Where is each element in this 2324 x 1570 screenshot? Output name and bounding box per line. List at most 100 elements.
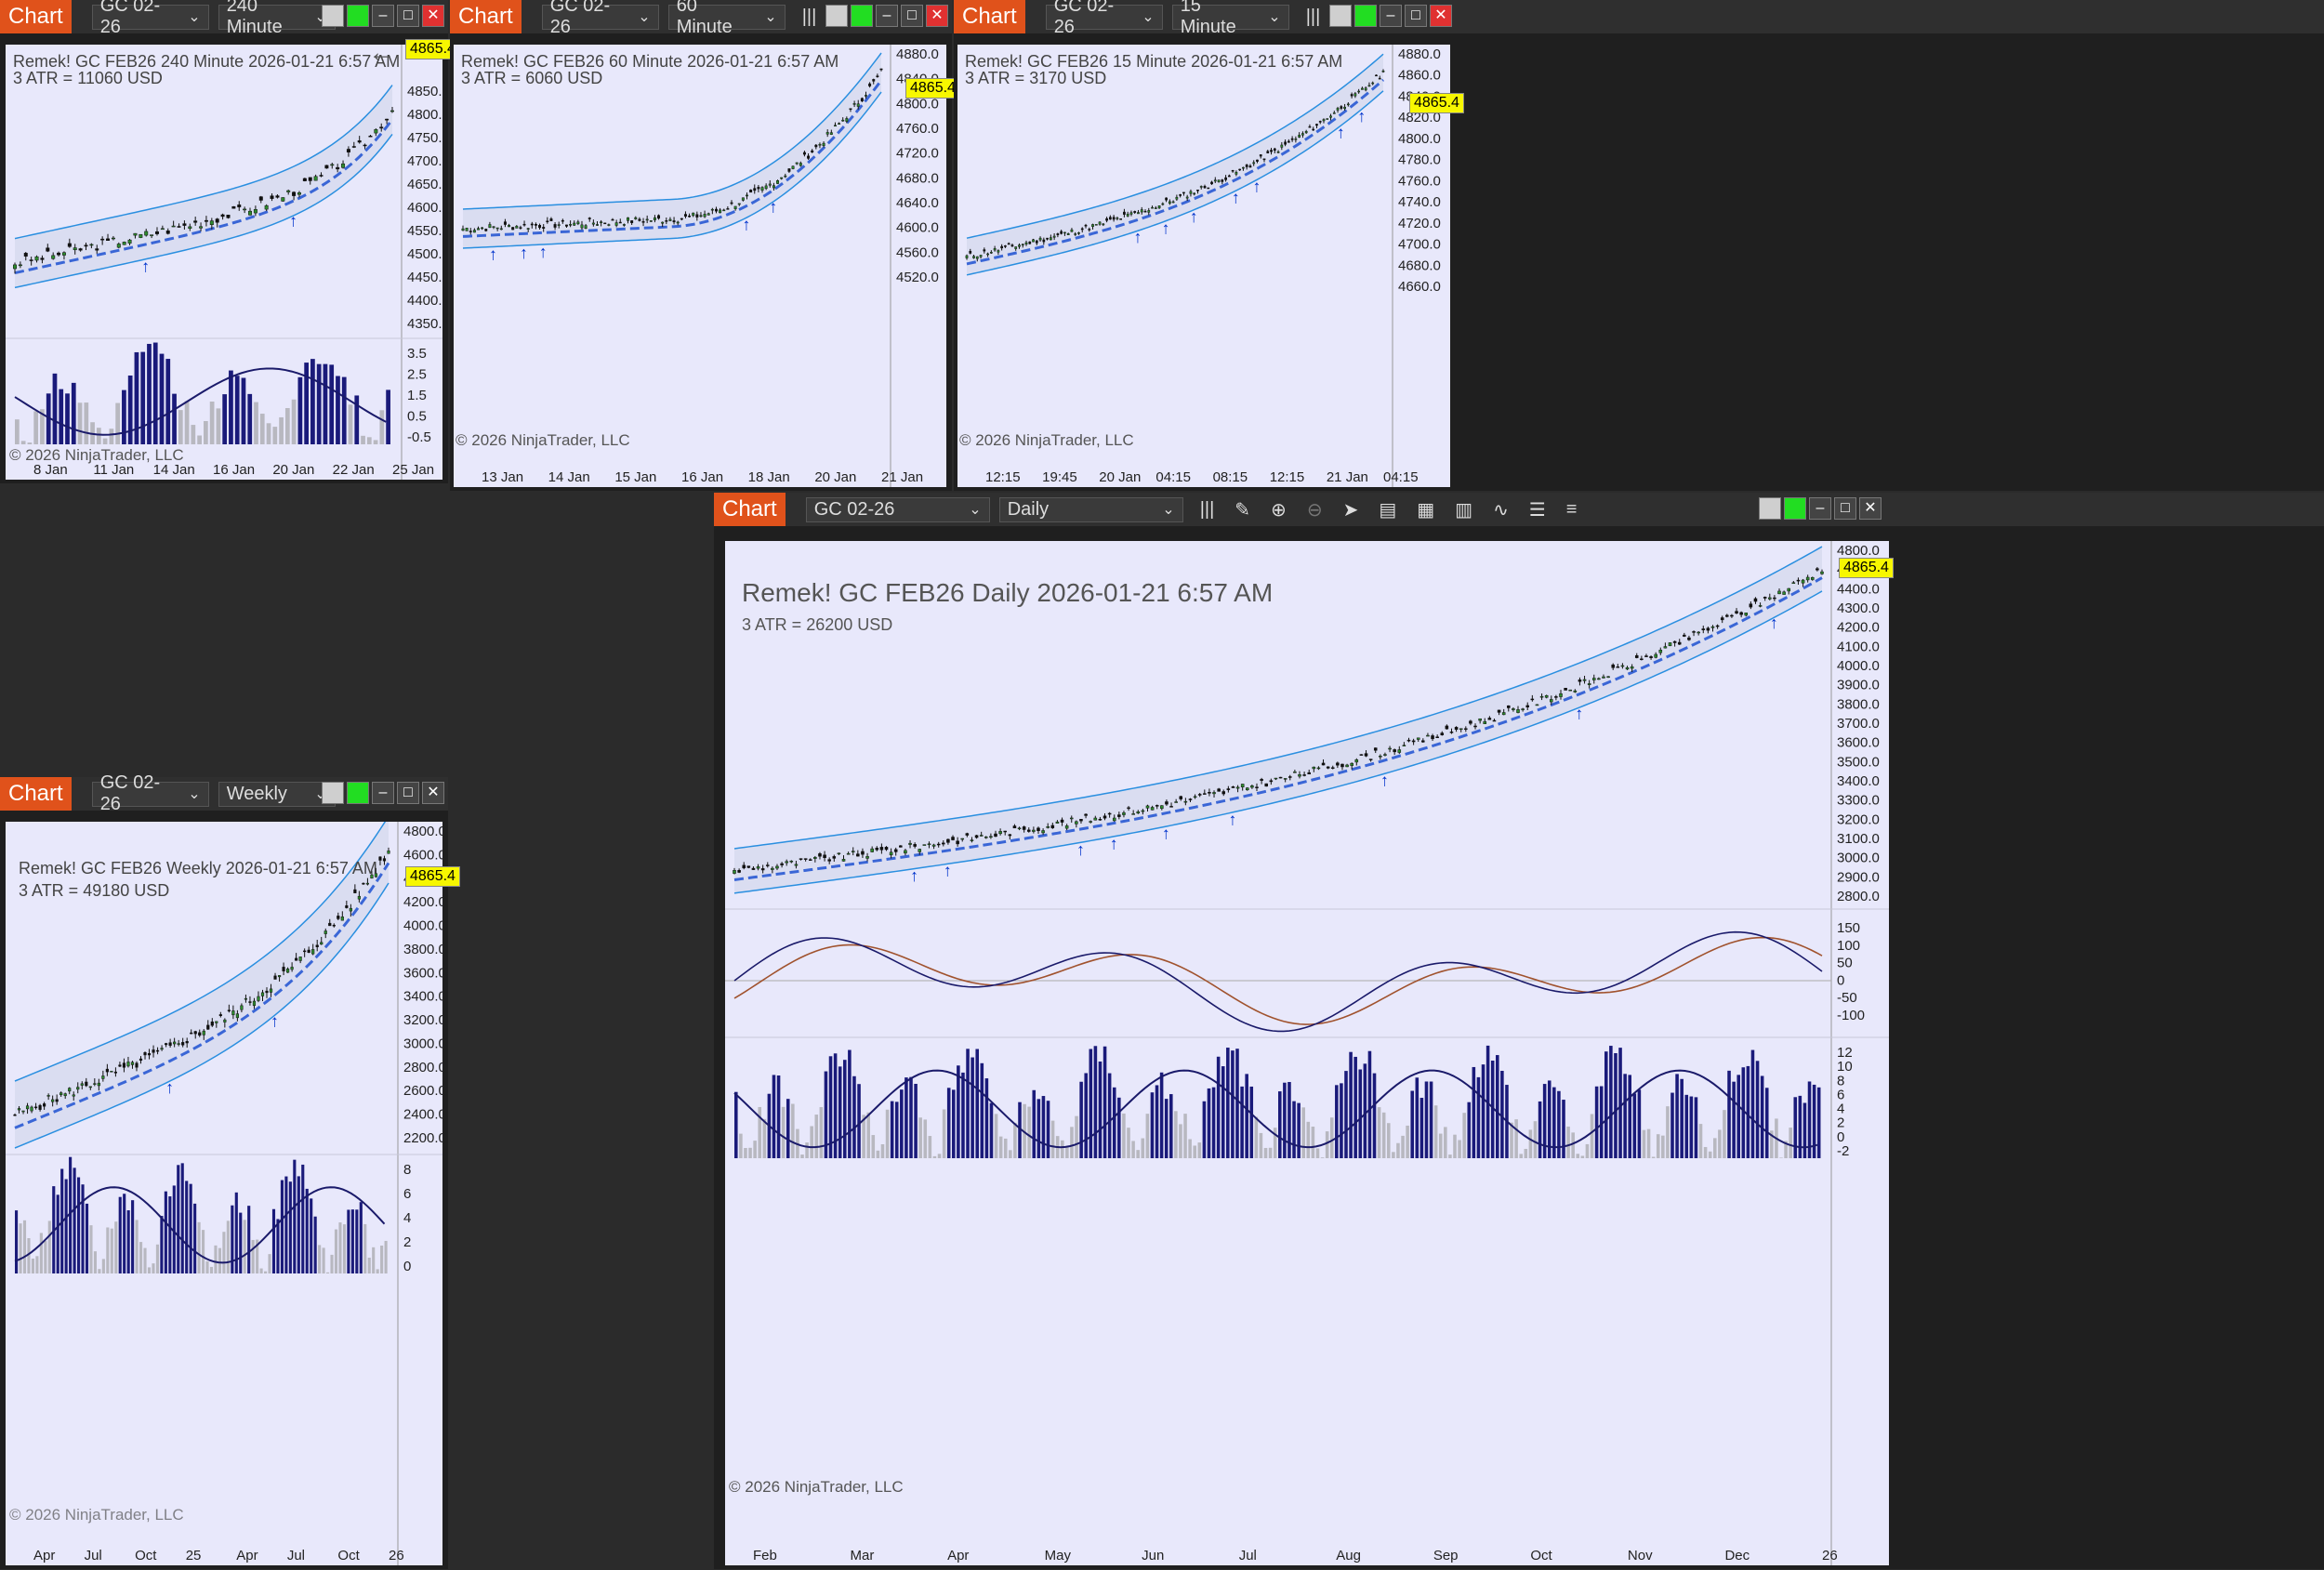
interval-selector[interactable]: 60 Minute ⌄ xyxy=(667,0,786,37)
buy-signal-arrow: ↑ xyxy=(1162,824,1170,842)
indicators-icon[interactable]: ▥ xyxy=(1455,499,1473,521)
histogram-bar xyxy=(164,1191,167,1273)
interval-selector[interactable]: Weekly ⌄ xyxy=(218,781,336,807)
candle-body xyxy=(918,849,922,852)
instrument-link-button[interactable] xyxy=(1354,5,1377,27)
instrument-selector[interactable]: GC 02-26 ⌄ xyxy=(805,496,990,522)
candle-body xyxy=(1378,77,1381,80)
chart-tab[interactable]: Chart xyxy=(450,0,522,33)
chart-tab[interactable]: Chart xyxy=(714,493,786,526)
chart-panel[interactable]: 4850.0 4800.0 4750.0 4700.0 4650.0 4600.0 4550… xyxy=(6,37,460,480)
bar-type-icon[interactable]: ||| xyxy=(1305,6,1321,27)
last-price-tag: 4865.4 xyxy=(405,39,460,59)
chart-tab[interactable]: Chart xyxy=(0,0,72,33)
candle-body xyxy=(899,845,903,848)
maximize-button[interactable]: □ xyxy=(901,5,923,27)
close-button[interactable]: ✕ xyxy=(1859,497,1882,520)
chart-panel[interactable]: 4800.04600.04400.04200.04000.03800.03600… xyxy=(6,815,460,1565)
instrument-link-button[interactable] xyxy=(347,5,369,27)
instrument-selector[interactable]: GC 02-26 ⌄ xyxy=(1045,0,1163,37)
templates-icon[interactable]: ☰ xyxy=(1528,499,1546,521)
maximize-button[interactable]: □ xyxy=(1405,5,1427,27)
minimize-button[interactable]: – xyxy=(372,5,394,27)
instrument-link-button[interactable] xyxy=(347,782,369,804)
instrument-selector[interactable]: GC 02-26 ⌄ xyxy=(91,772,209,814)
instrument-selector[interactable]: GC 02-26 ⌄ xyxy=(541,0,659,37)
close-button[interactable]: ✕ xyxy=(1430,5,1452,27)
candle-body xyxy=(1193,192,1196,195)
histogram-bar xyxy=(264,1271,268,1273)
instrument-link-button[interactable] xyxy=(1784,497,1806,520)
close-button[interactable]: ✕ xyxy=(422,5,444,27)
close-button[interactable]: ✕ xyxy=(926,5,948,27)
bar-type-icon[interactable]: ||| xyxy=(801,6,817,27)
histogram-bar xyxy=(900,1089,904,1158)
candle-body xyxy=(1587,683,1591,685)
histogram-bar xyxy=(15,419,20,444)
link-button[interactable] xyxy=(1329,5,1352,27)
maximize-button[interactable]: □ xyxy=(397,782,419,804)
instrument-selector[interactable]: GC 02-26 ⌄ xyxy=(91,0,209,37)
histogram-bar xyxy=(304,363,310,444)
properties-icon[interactable]: ▦ xyxy=(1417,499,1435,521)
link-button[interactable] xyxy=(322,782,344,804)
data-box-icon[interactable]: ▤ xyxy=(1379,499,1397,521)
link-button[interactable] xyxy=(825,5,848,27)
histogram-bar xyxy=(932,1155,937,1158)
candle-body xyxy=(30,1106,33,1112)
candle-body xyxy=(733,870,736,874)
chart-panel[interactable]: 4800.04600.04400.04300.04200.04100.04000… xyxy=(725,541,1894,1565)
zoom-out-icon[interactable]: ⊖ xyxy=(1306,499,1323,521)
candle-body xyxy=(534,224,537,226)
candle-body xyxy=(1521,708,1525,710)
interval-selector[interactable]: 15 Minute ⌄ xyxy=(1171,0,1289,37)
pointer-icon[interactable]: ➤ xyxy=(1342,499,1359,521)
list-icon[interactable]: ≡ xyxy=(1565,498,1578,520)
histogram-bar xyxy=(147,343,152,444)
chevron-down-icon: ⌄ xyxy=(764,9,777,25)
maximize-button[interactable]: □ xyxy=(397,5,419,27)
minimize-button[interactable]: – xyxy=(876,5,898,27)
histogram-bar xyxy=(247,393,253,444)
price-chart[interactable]: 4800.04600.04400.04300.04200.04100.04000… xyxy=(725,541,1889,1565)
buy-signal-arrow: ↑ xyxy=(141,257,150,275)
link-button[interactable] xyxy=(1759,497,1781,520)
histogram-bar xyxy=(966,1049,970,1158)
zoom-in-icon[interactable]: ⊕ xyxy=(1271,499,1287,521)
candle-body xyxy=(1343,106,1346,110)
minimize-button[interactable]: – xyxy=(372,782,394,804)
candle-body xyxy=(1094,224,1098,226)
candle-body xyxy=(1103,815,1107,819)
close-button[interactable]: ✕ xyxy=(422,782,444,804)
chart-tab[interactable]: Chart xyxy=(0,777,72,811)
minimize-button[interactable]: – xyxy=(1809,497,1831,520)
candle-body xyxy=(1640,658,1644,661)
price-tick-label: 4680.0 xyxy=(1398,257,1441,273)
bar-type-icon[interactable]: ||| xyxy=(1199,498,1215,520)
price-chart[interactable]: 4880.04840.04800.04760.04720.04680.04640… xyxy=(454,45,946,487)
interval-selector[interactable]: 240 Minute ⌄ xyxy=(218,0,336,37)
candle-body xyxy=(130,1062,135,1065)
price-chart[interactable]: 4850.0 4800.0 4750.0 4700.0 4650.0 4600.0 4550… xyxy=(6,45,450,480)
pencil-icon[interactable]: ✎ xyxy=(1235,499,1251,521)
interval-selector[interactable]: Daily ⌄ xyxy=(998,496,1183,522)
chart-tab[interactable]: Chart xyxy=(954,0,1025,33)
minimize-button[interactable]: – xyxy=(1380,5,1402,27)
chart-panel[interactable]: 4880.04860.04840.04820.04800.04780.04760… xyxy=(957,45,1464,487)
candle-body xyxy=(1122,812,1126,815)
histogram-bar xyxy=(1127,1128,1130,1158)
histogram-bar xyxy=(1784,1141,1788,1158)
histogram-bar xyxy=(1746,1065,1750,1158)
strategy-icon[interactable]: ∿ xyxy=(1493,499,1509,521)
back-arrow-icon[interactable]: ← xyxy=(368,37,396,68)
link-button[interactable] xyxy=(322,5,344,27)
price-chart[interactable]: 4880.04860.04840.04820.04800.04780.04760… xyxy=(957,45,1450,487)
candle-body xyxy=(538,225,542,229)
histogram-bar xyxy=(22,1220,27,1273)
instrument-link-button[interactable] xyxy=(851,5,873,27)
candle-body xyxy=(876,75,879,77)
price-chart[interactable]: 4800.04600.04400.04200.04000.03800.03600… xyxy=(6,815,446,1565)
chart-panel[interactable]: 4880.04840.04800.04760.04720.04680.04640… xyxy=(454,45,960,487)
candle-body xyxy=(1171,201,1175,204)
maximize-button[interactable]: □ xyxy=(1834,497,1856,520)
